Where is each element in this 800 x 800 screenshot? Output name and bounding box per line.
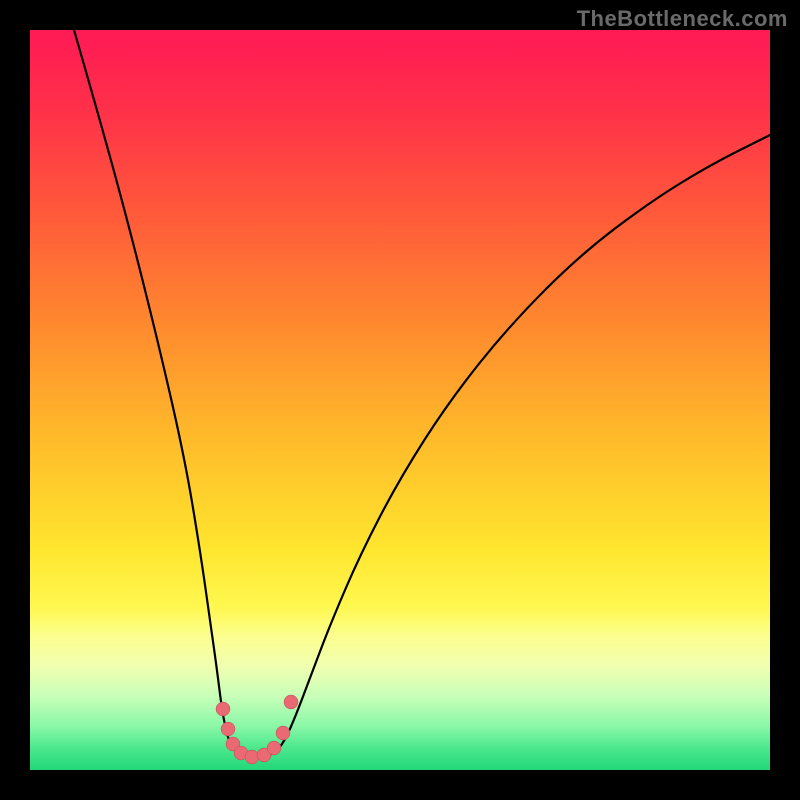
curve-marker <box>267 741 281 755</box>
curve-marker <box>221 722 235 736</box>
plot-area <box>30 30 770 770</box>
curve-marker <box>284 695 298 709</box>
curve-marker <box>245 750 259 764</box>
curve-marker <box>276 726 290 740</box>
watermark-text: TheBottleneck.com <box>577 6 788 32</box>
chart-svg <box>30 30 770 770</box>
curve-marker <box>216 702 230 716</box>
gradient-background <box>30 30 770 770</box>
